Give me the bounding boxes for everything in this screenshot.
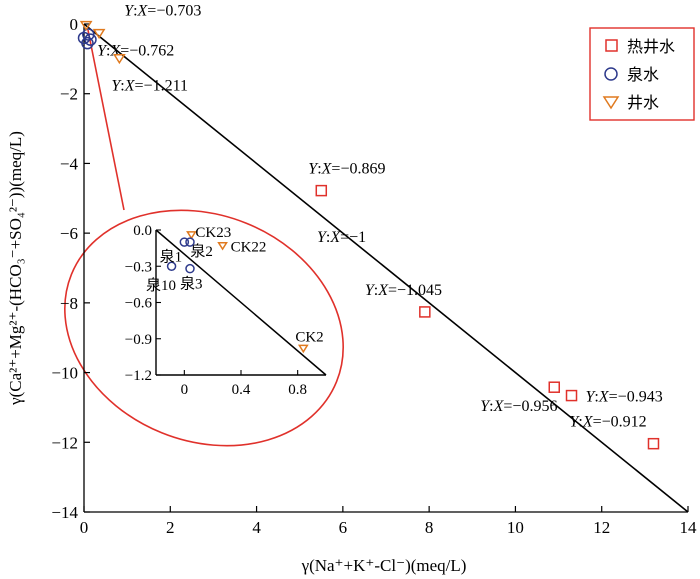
data-label-井水: Y:X=−0.762 [97, 42, 174, 59]
x-axis-label: γ(Na⁺+K⁺-Cl⁻)(meq/L) [301, 556, 467, 575]
x-tick-label: 12 [593, 518, 610, 537]
data-label-井水: Y:X=−0.703 [124, 2, 201, 19]
inset-point-label: CK23 [195, 225, 231, 241]
data-label-热井水: Y:X=−0.912 [569, 414, 646, 431]
data-label-热井水: Y:X=−0.943 [586, 389, 663, 406]
data-label-井水: Y:X=−1.211 [111, 78, 188, 95]
reference-line-label: Y:X=−1 [317, 229, 366, 246]
y-tick-label: −6 [60, 224, 78, 243]
legend-marker-well [602, 96, 620, 110]
inset-extra-label: 泉10 [146, 277, 176, 294]
inset-point-井水 [217, 241, 228, 251]
legend-marker-hotwell [605, 39, 618, 52]
data-point-井水 [92, 28, 106, 40]
data-point-热井水 [419, 306, 431, 318]
main-axes: 0 2 4 6 8 10 12 14 0 −2 −4 −6 −8 −10 −12 −14 [51, 15, 697, 537]
main-marks: Y:X=−1 Y:X=−0.869 Y:X=−1.045 Y:X=−0.956 Y:X=… [77, 2, 689, 513]
x-tick-label: 0 [80, 518, 89, 537]
y-tick-label: −14 [51, 503, 78, 522]
data-point-热井水 [647, 437, 660, 450]
y-tick-label: −10 [51, 364, 78, 383]
data-label-热井水: Y:X=−0.869 [308, 161, 385, 178]
inset-point-label: CK22 [231, 240, 267, 256]
legend-label-hotwell: 热井水 [627, 37, 675, 56]
data-label-热井水: Y:X=−1.045 [365, 282, 442, 299]
inset-y-tick-label: −0.3 [125, 259, 152, 275]
inset-connector-line [87, 29, 125, 211]
data-point-井水 [113, 54, 126, 65]
inset-point-label: 泉1 [160, 248, 183, 265]
inset-y-tick-label: −0.9 [125, 332, 152, 348]
inset-y-tick-label: 0.0 [133, 223, 152, 239]
x-tick-label: 4 [252, 518, 261, 537]
data-point-热井水 [315, 184, 328, 197]
legend-label-well: 井水 [627, 93, 659, 112]
inset-x-tick-label: 0 [181, 382, 189, 398]
data-label-热井水: Y:X=−0.956 [480, 398, 557, 415]
legend-label-spring: 泉水 [627, 65, 659, 84]
inset-y-tick-label: −1.2 [125, 368, 152, 384]
inset-point-泉水 [179, 237, 190, 247]
inset-reference-line [155, 229, 327, 376]
y-tick-label: −2 [60, 85, 78, 104]
x-tick-label: 6 [339, 518, 348, 537]
y-tick-label: −12 [51, 433, 78, 452]
inset-point-泉水 [185, 263, 195, 274]
x-tick-label: 2 [166, 518, 175, 537]
inset-x-tick-label: 0.8 [288, 382, 307, 398]
reference-line [83, 23, 689, 513]
data-point-泉水 [84, 33, 97, 46]
y-axis-label: γ(Ca²⁺+Mg²⁺-(HCO₃⁻+SO₄²⁻))(meq/L) [6, 131, 25, 406]
legend-marker-spring [604, 67, 618, 81]
y-tick-label: −4 [60, 154, 79, 173]
inset-point-label: 泉3 [180, 276, 203, 293]
data-point-井水 [79, 20, 93, 32]
x-tick-label: 10 [507, 518, 524, 537]
inset-point-井水 [186, 231, 197, 240]
legend: 热井水 泉水 井水 [589, 27, 695, 121]
y-tick-label: −8 [60, 294, 78, 313]
data-point-热井水 [548, 381, 561, 393]
inset-point-泉水 [185, 237, 195, 247]
inset-point-泉水 [166, 261, 177, 271]
inset-x-tick-label: 0.4 [232, 382, 251, 398]
inset-ellipse-group [64, 29, 344, 447]
y-tick-label: 0 [70, 15, 79, 34]
inset-point-label: CK2 [295, 329, 323, 345]
inset-ellipse [64, 209, 344, 447]
data-point-热井水 [565, 389, 578, 402]
x-tick-label: 14 [680, 518, 698, 537]
data-point-泉水 [81, 36, 94, 50]
legend-box [589, 27, 695, 121]
inset-point-label: 泉2 [190, 243, 213, 260]
inset-y-tick-label: −0.6 [125, 296, 153, 312]
inset-point-井水 [297, 344, 309, 354]
x-tick-label: 8 [425, 518, 434, 537]
